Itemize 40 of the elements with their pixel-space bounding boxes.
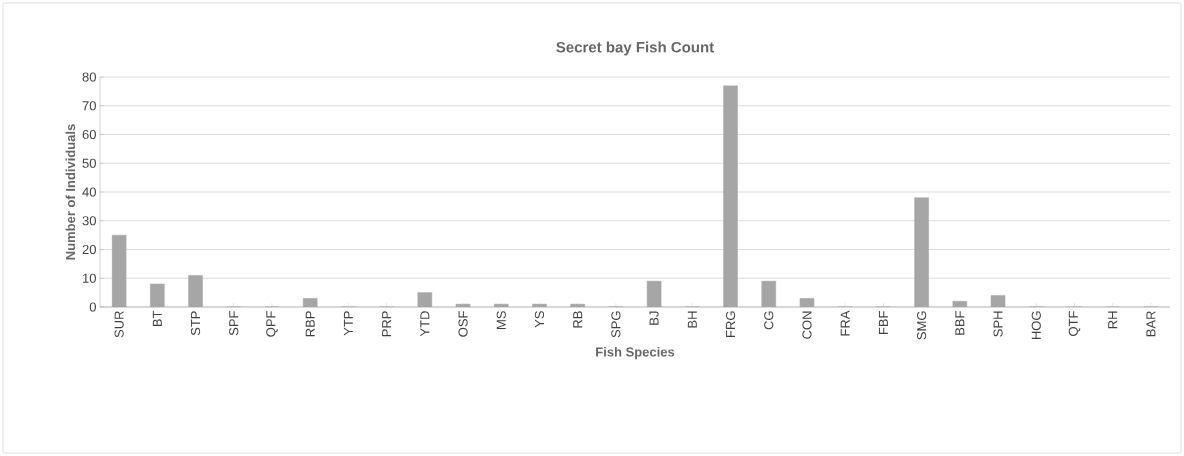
x-tick-label: PRP (382, 311, 392, 337)
x-tick-label: YTP (343, 311, 353, 336)
y-axis-title: Number of Individuals (65, 124, 76, 260)
y-tick-label: 30 (82, 216, 96, 226)
x-tick-label: CG (764, 311, 774, 330)
x-tick-label: BT (152, 310, 162, 327)
x-tick-label: FRG (725, 311, 736, 337)
x-tick-label: RB (573, 311, 583, 328)
x-tick-label: BAR (1146, 311, 1156, 337)
x-tick-label: OSF (458, 311, 468, 337)
x-tick-label: RH (1108, 311, 1118, 329)
x-tick-label: SPF (229, 311, 239, 336)
y-tick-label: 60 (82, 129, 96, 140)
x-tick-label: CON (802, 311, 812, 339)
y-tick-label: 20 (82, 244, 96, 255)
y-tick-label: 0 (89, 302, 96, 312)
x-tick-label: FBF (878, 311, 888, 335)
x-tick-label: SUR (114, 311, 124, 338)
x-tick-label: RBP (305, 311, 315, 337)
y-tick-label: 10 (83, 273, 96, 283)
y-tick-label: 50 (82, 158, 96, 168)
x-tick-label: BBF (955, 311, 965, 335)
y-tick-label: 70 (82, 101, 96, 111)
x-tick-label: HOG (1031, 311, 1041, 340)
x-tick-label: BJ (649, 311, 659, 325)
chart-title: Secret bay Fish Count (556, 41, 714, 56)
x-tick-label: YTD (420, 311, 430, 337)
x-tick-label: FRA (840, 310, 850, 336)
x-tick-label: QTF (1068, 311, 1081, 336)
x-tick-label: SMG (917, 311, 927, 340)
x-axis-title: Fish Species (596, 347, 675, 360)
y-tick-label: 40 (82, 187, 96, 197)
x-tick-label: SPG (611, 311, 621, 338)
x-tick-label: MS (496, 311, 506, 329)
y-tick-label: 80 (82, 72, 96, 82)
x-tick-label: STP (190, 311, 201, 336)
x-tick-label: SPH (993, 311, 1003, 337)
x-tick-label: BH (687, 311, 697, 328)
x-tick-label: QPF (266, 311, 278, 337)
x-tick-label: YS (534, 311, 545, 328)
